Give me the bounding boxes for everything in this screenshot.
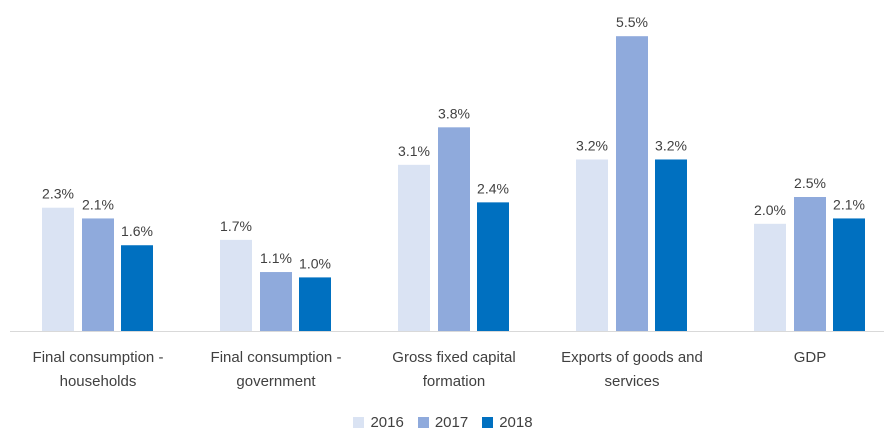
data-label-2016-1: 1.7% [220, 218, 252, 234]
data-label-2018-0: 1.6% [121, 223, 153, 239]
data-label-2018-3: 3.2% [655, 137, 687, 153]
data-label-2017-2: 3.8% [438, 105, 470, 121]
category-label-2-line-1: formation [423, 373, 486, 390]
data-label-2016-3: 3.2% [576, 137, 608, 153]
data-label-2017-4: 2.5% [794, 175, 826, 191]
data-label-2018-4: 2.1% [833, 196, 865, 212]
bar-2017-2 [438, 127, 470, 331]
legend-label-2016: 2016 [370, 414, 404, 431]
category-label-1-line-0: Final consumption - [211, 349, 342, 366]
legend-item-2016: 2016 [353, 414, 404, 431]
bar-2016-1 [220, 239, 252, 331]
data-label-2017-3: 5.5% [616, 14, 648, 30]
bar-2016-0 [42, 207, 74, 331]
data-label-2017-1: 1.1% [260, 250, 292, 266]
data-label-2016-4: 2.0% [754, 202, 786, 218]
bar-2018-3 [655, 159, 687, 331]
legend-item-2018: 2018 [482, 414, 533, 431]
category-label-1-line-1: government [236, 373, 316, 390]
data-label-2016-2: 3.1% [398, 143, 430, 159]
legend-swatch-2018 [482, 417, 494, 428]
bar-2018-1 [299, 277, 331, 331]
bar-2016-2 [398, 164, 430, 331]
bar-2018-0 [121, 245, 153, 331]
category-label-0-line-0: Final consumption - [33, 349, 164, 366]
data-label-2016-0: 2.3% [42, 186, 74, 202]
data-label-2017-0: 2.1% [82, 196, 114, 212]
bar-2017-4 [794, 197, 826, 331]
legend-swatch-2017 [417, 417, 429, 428]
category-label-3-line-0: Exports of goods and [561, 349, 703, 366]
bar-2018-2 [477, 202, 509, 331]
bar-2016-3 [576, 159, 608, 331]
category-label-0-line-1: households [60, 373, 137, 390]
bar-2017-3 [616, 36, 648, 331]
legend-swatch-2016 [353, 417, 365, 428]
category-label-4-line-0: GDP [794, 349, 827, 366]
legend-item-2017: 2017 [417, 414, 469, 431]
bar-2017-0 [82, 218, 114, 331]
bar-chart: 2.3% 2.1% 1.6% Final consumption - household… [10, 14, 884, 390]
bar-2017-1 [260, 272, 292, 331]
category-label-2-line-0: Gross fixed capital [392, 349, 515, 366]
category-label-3-line-1: services [604, 373, 659, 390]
data-label-2018-1: 1.0% [299, 255, 331, 271]
legend-label-2017: 2017 [434, 414, 469, 431]
bar-2016-4 [754, 223, 786, 331]
legend-label-2018: 2018 [499, 414, 533, 431]
data-label-2018-2: 2.4% [477, 180, 509, 196]
legend: 2016 2017 2018 [0, 414, 886, 431]
bar-2018-4 [833, 218, 865, 331]
